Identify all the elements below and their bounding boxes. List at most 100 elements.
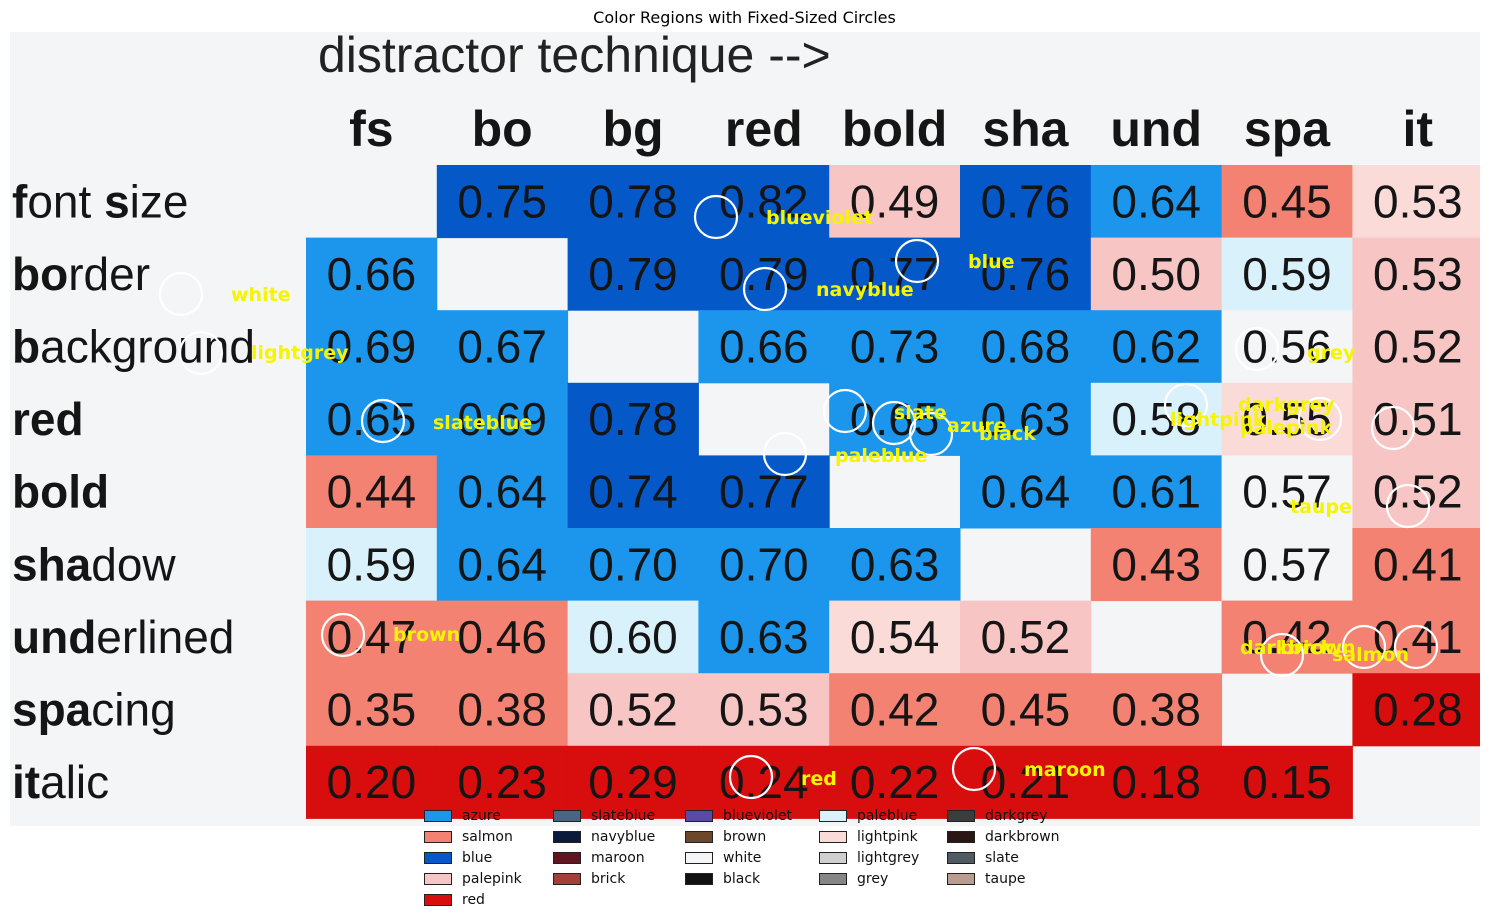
heatmap-cell [306, 237, 438, 311]
legend-item: maroon [553, 848, 645, 868]
heatmap-cell [1090, 165, 1223, 239]
heatmap-cell [829, 165, 961, 239]
cell-value: 0.49 [850, 175, 940, 227]
heatmap-cell [698, 745, 830, 819]
heatmap-cell [1221, 310, 1353, 384]
cell-value: 0.79 [588, 248, 678, 300]
cells-layer: 0.75 0.78 0.82 0.49 0.76 0.64 0.45 0.53 0.66 0.79… [306, 165, 1480, 819]
legend-item: darkgrey [947, 806, 1048, 826]
legend-swatch [685, 831, 713, 843]
annotation-label: brown [393, 624, 460, 646]
heatmap-cell [306, 673, 438, 747]
heatmap-cell [1352, 528, 1480, 602]
cell-value: 0.63 [850, 538, 940, 590]
heatmap-image: 0.75 0.78 0.82 0.49 0.76 0.64 0.45 0.53 0.66 0.79… [10, 32, 1480, 826]
cell-value: 0.24 [719, 756, 809, 808]
cell-value: 0.75 [457, 175, 547, 227]
legend-item: taupe [947, 869, 1025, 889]
marker-circle [1163, 382, 1209, 428]
chart-title: Color Regions with Fixed-Sized Circles [593, 8, 896, 27]
row-label: border [12, 248, 150, 300]
cell-value: 0.57 [1242, 538, 1332, 590]
super-header: distractor technique --> [318, 32, 831, 83]
legend-swatch [819, 852, 847, 864]
heatmap-cell [960, 382, 1092, 456]
cell-value: 0.42 [1242, 611, 1332, 663]
legend-label: darkbrown [985, 829, 1060, 845]
heatmap-cell [1352, 237, 1480, 311]
cell-value: 0.60 [588, 611, 678, 663]
marker-circle [1341, 624, 1387, 670]
heatmap-cell [306, 382, 438, 456]
column-header: spa [1244, 101, 1331, 157]
cell-value: 0.52 [1373, 321, 1463, 373]
row-label: font size [12, 175, 188, 227]
cell-value: 0.67 [457, 321, 547, 373]
cell-value: 0.66 [327, 248, 417, 300]
legend-label: blueviolet [723, 808, 792, 824]
row-label-bold: it [12, 756, 40, 808]
row-label-bold: red [12, 393, 84, 445]
row-label: red [12, 393, 84, 445]
legend-label: black [723, 871, 761, 887]
cell-value: 0.53 [1373, 248, 1463, 300]
marker-circle [871, 400, 917, 446]
heatmap-cell [829, 745, 961, 819]
heatmap-cell [567, 600, 699, 674]
heatmap-cell [1090, 237, 1223, 311]
cell-value: 0.64 [981, 466, 1071, 518]
marker-circle [908, 411, 954, 457]
annotation-label: navyblue [816, 279, 914, 301]
column-header: bo [472, 101, 533, 157]
cell-value: 0.66 [719, 321, 809, 373]
row-labels: font sizeborderbackgroundredboldshadowun… [12, 175, 255, 808]
row-label-rest: alic [40, 756, 109, 808]
legend-item: palepink [424, 869, 522, 889]
marker-circle [1370, 405, 1416, 451]
cell-value: 0.76 [981, 248, 1071, 300]
cell-value: 0.51 [1373, 393, 1463, 445]
annotation-label: white [231, 284, 291, 306]
heatmap-cell [436, 528, 569, 602]
heatmap-cell [567, 165, 699, 239]
row-label-rest: dow [91, 538, 176, 590]
cell-value: 0.54 [850, 611, 940, 663]
cell-value: 0.82 [719, 175, 809, 227]
legend-item: black [685, 869, 760, 889]
cell-value: 0.45 [981, 684, 1071, 736]
legend-swatch [553, 873, 581, 885]
cell-value: 0.64 [457, 466, 547, 518]
marker-circle [1385, 483, 1431, 529]
cell-value: 0.52 [588, 684, 678, 736]
heatmap-cell [960, 673, 1092, 747]
column-header: it [1403, 101, 1434, 157]
heatmap-cell [698, 165, 830, 239]
heatmap-cell [1090, 528, 1223, 602]
heatmap-cell [436, 165, 569, 239]
marker-circle [158, 271, 204, 317]
heatmap-cell [1221, 382, 1353, 456]
column-header: sha [982, 101, 1069, 157]
cell-value: 0.59 [327, 538, 417, 590]
marker-circle [951, 746, 997, 792]
heatmap-cell [567, 528, 699, 602]
cell-value: 0.77 [850, 248, 940, 300]
cell-value: 0.73 [850, 321, 940, 373]
cell-value: 0.44 [327, 466, 417, 518]
legend-item: blue [424, 848, 492, 868]
legend-swatch [424, 852, 452, 864]
cell-value: 0.74 [588, 466, 678, 518]
heatmap-cell [436, 673, 569, 747]
cell-value: 0.41 [1373, 538, 1463, 590]
legend-swatch [819, 810, 847, 822]
cell-value: 0.35 [327, 684, 417, 736]
heatmap-cell [567, 455, 699, 529]
legend-label: grey [857, 871, 889, 887]
marker-circle [1297, 396, 1343, 442]
legend-label: brown [723, 829, 767, 845]
marker-circle [742, 266, 788, 312]
legend-label: azure [462, 808, 501, 824]
row-label-bold: bold [12, 466, 109, 518]
annotation-label: salmon [1332, 644, 1409, 666]
cell-value: 0.18 [1111, 756, 1201, 808]
